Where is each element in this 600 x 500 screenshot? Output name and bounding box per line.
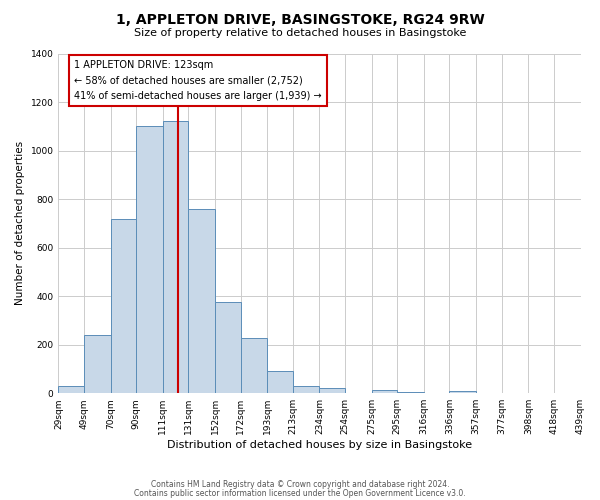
Bar (58, 386, 84, 393)
X-axis label: Distribution of detached houses by size in Basingstoke: Distribution of detached houses by size … (167, 440, 472, 450)
Bar (371, 390, 397, 393)
Text: 1, APPLETON DRIVE, BASINGSTOKE, RG24 9RW: 1, APPLETON DRIVE, BASINGSTOKE, RG24 9RW (116, 12, 484, 26)
Bar (449, 392, 476, 393)
Bar (267, 372, 293, 393)
Bar (136, 126, 163, 393)
Text: Size of property relative to detached houses in Basingstoke: Size of property relative to detached ho… (134, 28, 466, 38)
Bar (319, 388, 345, 393)
Text: Contains public sector information licensed under the Open Government Licence v3: Contains public sector information licen… (134, 488, 466, 498)
Text: Contains HM Land Registry data © Crown copyright and database right 2024.: Contains HM Land Registry data © Crown c… (151, 480, 449, 489)
Bar (397, 392, 424, 393)
Bar (84, 335, 110, 393)
Bar (110, 218, 136, 393)
Bar (163, 122, 188, 393)
Y-axis label: Number of detached properties: Number of detached properties (15, 142, 25, 306)
Bar (293, 386, 319, 393)
Bar (215, 302, 241, 393)
Text: 1 APPLETON DRIVE: 123sqm
← 58% of detached houses are smaller (2,752)
41% of sem: 1 APPLETON DRIVE: 123sqm ← 58% of detach… (74, 60, 322, 102)
Bar (241, 338, 267, 393)
Bar (188, 209, 215, 393)
